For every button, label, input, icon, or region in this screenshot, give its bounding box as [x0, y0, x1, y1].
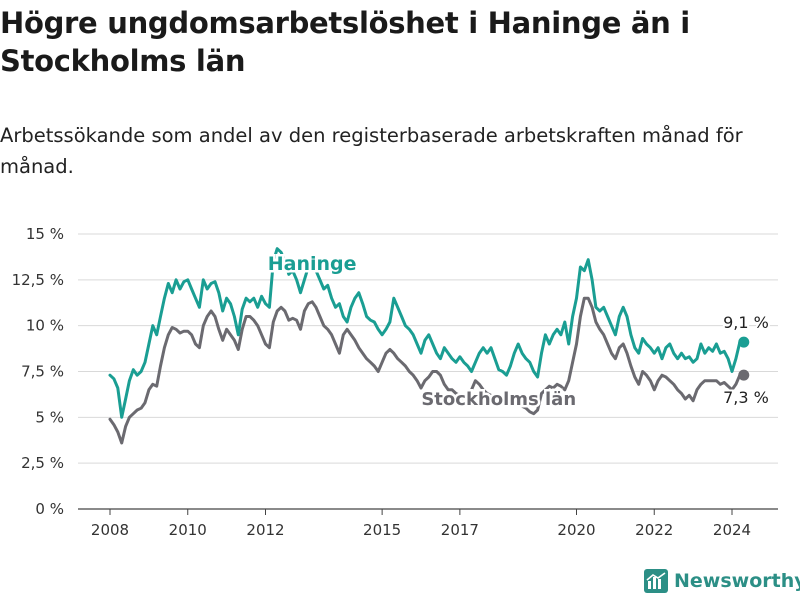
y-tick-label: 12,5 % — [12, 271, 64, 289]
chart-subtitle: Arbetssökande som andel av den registerb… — [0, 124, 743, 178]
axis-layer: 0 % 2,5 % 5 % 7,5 % 10 % 12,5 % 15 % 2008 2010 20… — [12, 225, 752, 539]
y-tick-label: 5 % — [35, 408, 64, 426]
grid-layer — [78, 233, 778, 510]
x-tick-label: 2020 — [557, 521, 595, 539]
x-tick-label: 2008 — [91, 521, 129, 539]
y-tick-label: 7,5 % — [21, 363, 64, 381]
label-layer: Haninge Stockholms län 9,1 % 7,3 % — [265, 251, 771, 413]
series-line-haninge — [108, 247, 742, 419]
series-label-haninge: Haninge — [268, 253, 357, 275]
end-label-stockholm: 7,3 % — [723, 388, 769, 407]
x-tick-label: 2010 — [169, 521, 207, 539]
x-tick-label: 2017 — [441, 521, 479, 539]
brand-name: Newsworthy — [674, 570, 800, 592]
end-label-haninge: 9,1 % — [723, 313, 769, 332]
x-tick-label: 2015 — [363, 521, 401, 539]
x-tick-label: 2024 — [713, 521, 751, 539]
y-tick-label: 10 % — [26, 317, 64, 335]
x-tick-label: 2022 — [635, 521, 673, 539]
end-point-haninge — [738, 336, 750, 348]
y-tick-label: 15 % — [26, 225, 64, 243]
newsworthy-logo-icon — [644, 569, 668, 593]
series-line-stockholm — [108, 296, 742, 445]
y-tick-label: 2,5 % — [21, 454, 64, 472]
brand-logo[interactable]: Newsworthy — [644, 569, 800, 593]
series-layer — [108, 247, 750, 445]
y-tick-label: 0 % — [35, 500, 64, 518]
series-label-stockholm: Stockholms län — [421, 389, 576, 410]
chart-title: Högre ungdomsarbetslöshet i Haninge än i… — [0, 6, 690, 78]
x-tick-label: 2012 — [246, 521, 284, 539]
end-point-stockholm — [738, 369, 750, 381]
